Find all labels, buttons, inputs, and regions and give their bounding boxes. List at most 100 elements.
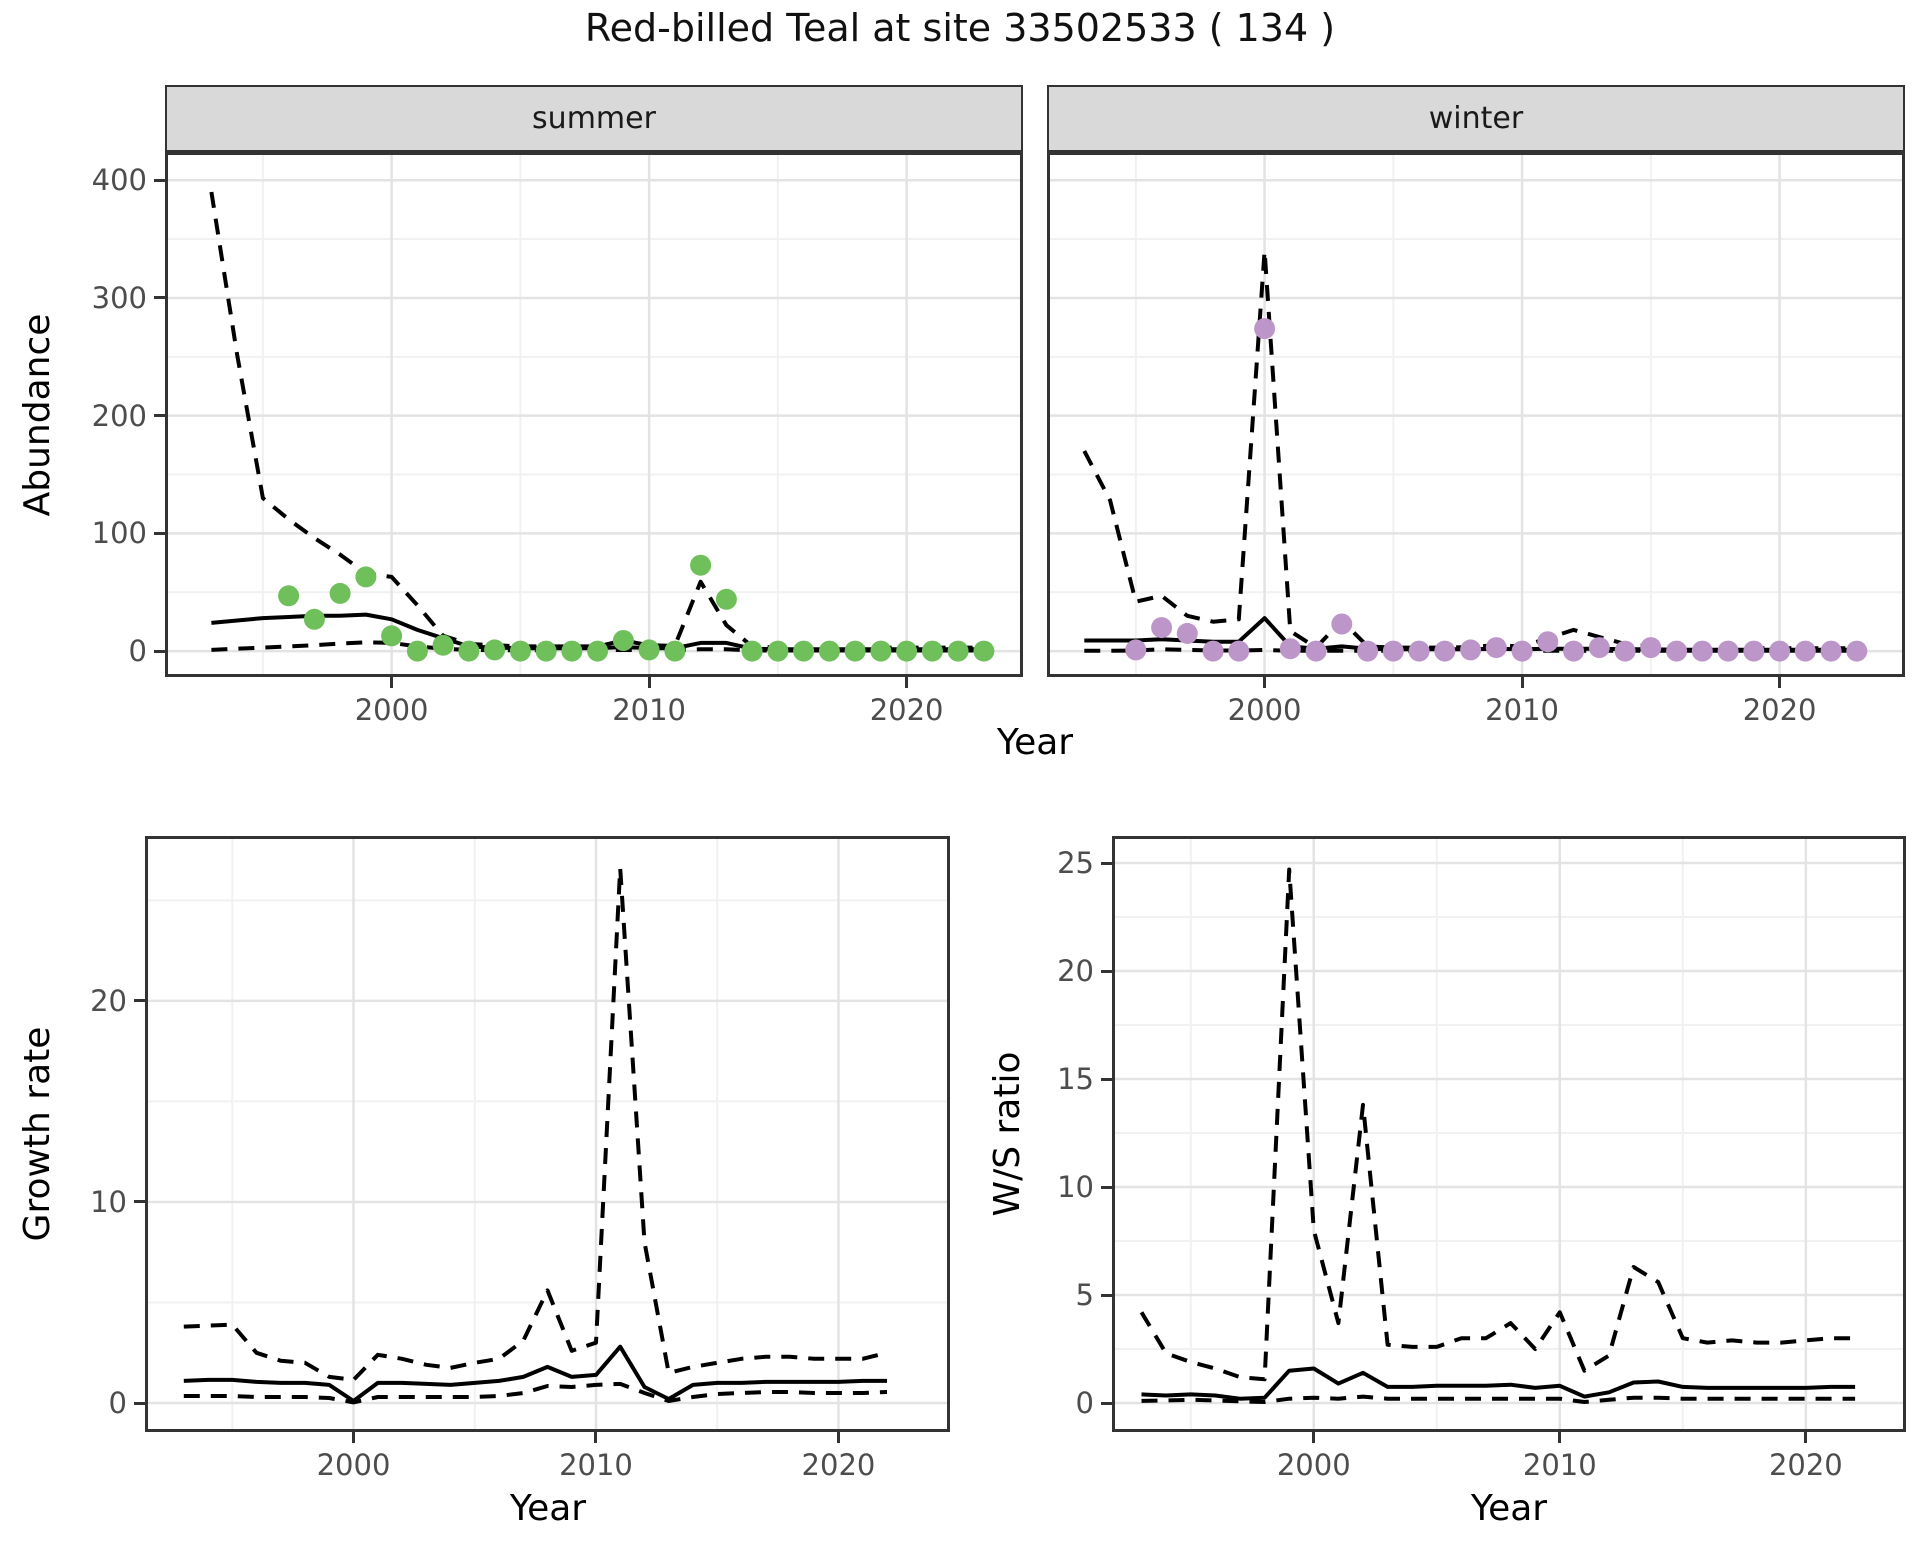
x-tick-label: 2010 — [1485, 693, 1559, 727]
data-point-winter_counts — [1769, 640, 1791, 662]
series-upper_ci — [1139, 867, 1856, 1382]
data-point-winter_counts — [1202, 640, 1224, 662]
x-tick-mark — [1263, 677, 1267, 688]
data-point-summer_counts — [973, 640, 995, 662]
data-point-summer_counts — [303, 608, 325, 630]
y-tick-mark — [154, 296, 165, 300]
panel-growth — [145, 836, 950, 1432]
x-tick-mark — [1520, 677, 1524, 688]
panel-border — [145, 836, 950, 1432]
series-median — [1141, 1366, 1856, 1401]
y-tick-label: 400 — [91, 163, 147, 198]
x-tick-label: 2000 — [1276, 1448, 1351, 1482]
y-tick-label: 15 — [1057, 1062, 1094, 1097]
y-tick-label: 5 — [1075, 1278, 1094, 1313]
data-point-summer_counts — [793, 640, 815, 662]
data-point-summer_counts — [715, 588, 737, 610]
data-point-summer_counts — [612, 630, 634, 651]
y-tick-label: 20 — [90, 983, 127, 1018]
x-tick-mark — [1558, 1432, 1562, 1443]
data-point-winter_counts — [1717, 640, 1739, 662]
data-point-winter_counts — [1588, 637, 1610, 659]
x-tick-label: 2020 — [801, 1448, 876, 1482]
y-tick-label: 0 — [108, 1386, 127, 1421]
x-axis-title-year-bottom-left: Year — [509, 1488, 587, 1529]
data-point-winter_counts — [1357, 640, 1379, 662]
data-point-winter_counts — [1563, 640, 1585, 662]
panel-background — [145, 836, 950, 1432]
data-point-summer_counts — [921, 640, 943, 662]
y-tick-label: 20 — [1057, 954, 1094, 988]
x-tick-mark — [1804, 1432, 1808, 1443]
data-point-summer_counts — [818, 640, 840, 662]
y-tick-mark — [134, 1401, 145, 1405]
facet-strip-summer: summer — [165, 85, 1023, 154]
y-tick-label: 0 — [128, 634, 147, 669]
y-tick-mark — [1101, 1401, 1112, 1405]
series-upper_ci — [183, 866, 888, 1382]
y-tick-mark — [1101, 1077, 1112, 1081]
data-point-winter_counts — [1691, 640, 1713, 662]
data-point-summer_counts — [278, 585, 300, 607]
series-lower_ci — [1141, 1394, 1856, 1404]
data-point-winter_counts — [1460, 639, 1482, 661]
data-point-summer_counts — [587, 640, 609, 662]
chart-title: Red-billed Teal at site 33502533 ( 134 ) — [584, 6, 1336, 50]
y-tick-mark — [1101, 1185, 1112, 1189]
x-tick-label: 2010 — [612, 693, 686, 727]
data-point-winter_counts — [1743, 640, 1765, 662]
panel-border — [1112, 836, 1906, 1432]
x-tick-label: 2020 — [869, 693, 944, 727]
y-tick-label: 10 — [1057, 1170, 1094, 1205]
data-point-summer_counts — [458, 640, 480, 662]
data-point-summer_counts — [535, 640, 557, 662]
data-point-summer_counts — [561, 640, 583, 662]
data-point-winter_counts — [1382, 640, 1404, 662]
data-point-summer_counts — [870, 640, 892, 662]
data-point-winter_counts — [1511, 640, 1533, 662]
y-tick-label: 10 — [90, 1184, 127, 1219]
y-tick-label: 200 — [91, 398, 147, 433]
y-tick-mark — [154, 649, 165, 653]
data-point-winter_counts — [1434, 640, 1456, 662]
x-tick-mark — [594, 1432, 598, 1443]
x-tick-label: 2010 — [1522, 1448, 1597, 1482]
data-point-summer_counts — [432, 634, 454, 656]
y-tick-mark — [134, 999, 145, 1003]
panel-summer — [165, 152, 1023, 677]
facet-strip-winter-label: winter — [1428, 101, 1524, 136]
y-tick-mark — [1101, 861, 1112, 865]
y-tick-label: 300 — [91, 280, 147, 315]
data-point-summer_counts — [690, 554, 712, 576]
data-point-summer_counts — [664, 640, 686, 662]
panel-ws — [1112, 836, 1906, 1432]
x-tick-label: 2020 — [1768, 1448, 1843, 1482]
data-point-summer_counts — [329, 582, 351, 604]
data-point-winter_counts — [1408, 640, 1430, 662]
x-tick-label: 2020 — [1742, 693, 1817, 727]
x-tick-mark — [1778, 677, 1782, 688]
x-tick-mark — [1312, 1432, 1316, 1443]
series-lower_ci — [183, 1381, 888, 1405]
data-point-summer_counts — [896, 640, 918, 662]
data-point-winter_counts — [1820, 640, 1842, 662]
data-point-winter_counts — [1846, 640, 1868, 662]
y-tick-mark — [134, 1200, 145, 1204]
x-tick-mark — [352, 1432, 356, 1443]
data-point-winter_counts — [1485, 637, 1507, 659]
y-tick-label: 100 — [91, 516, 147, 551]
x-axis-title-year-bottom-right: Year — [1470, 1488, 1548, 1529]
data-point-summer_counts — [484, 639, 506, 661]
data-point-summer_counts — [381, 625, 403, 647]
data-point-winter_counts — [1279, 638, 1301, 660]
data-point-summer_counts — [741, 640, 763, 662]
y-tick-label: 25 — [1057, 846, 1094, 880]
x-tick-mark — [390, 677, 394, 688]
x-tick-mark — [647, 677, 651, 688]
y-tick-label: 0 — [1075, 1386, 1094, 1421]
data-point-winter_counts — [1176, 622, 1198, 644]
y-axis-title-ws-ratio: W/S ratio — [987, 1051, 1028, 1217]
data-point-winter_counts — [1305, 640, 1327, 662]
x-tick-label: 2000 — [1227, 693, 1302, 727]
x-tick-label: 2000 — [354, 693, 429, 727]
